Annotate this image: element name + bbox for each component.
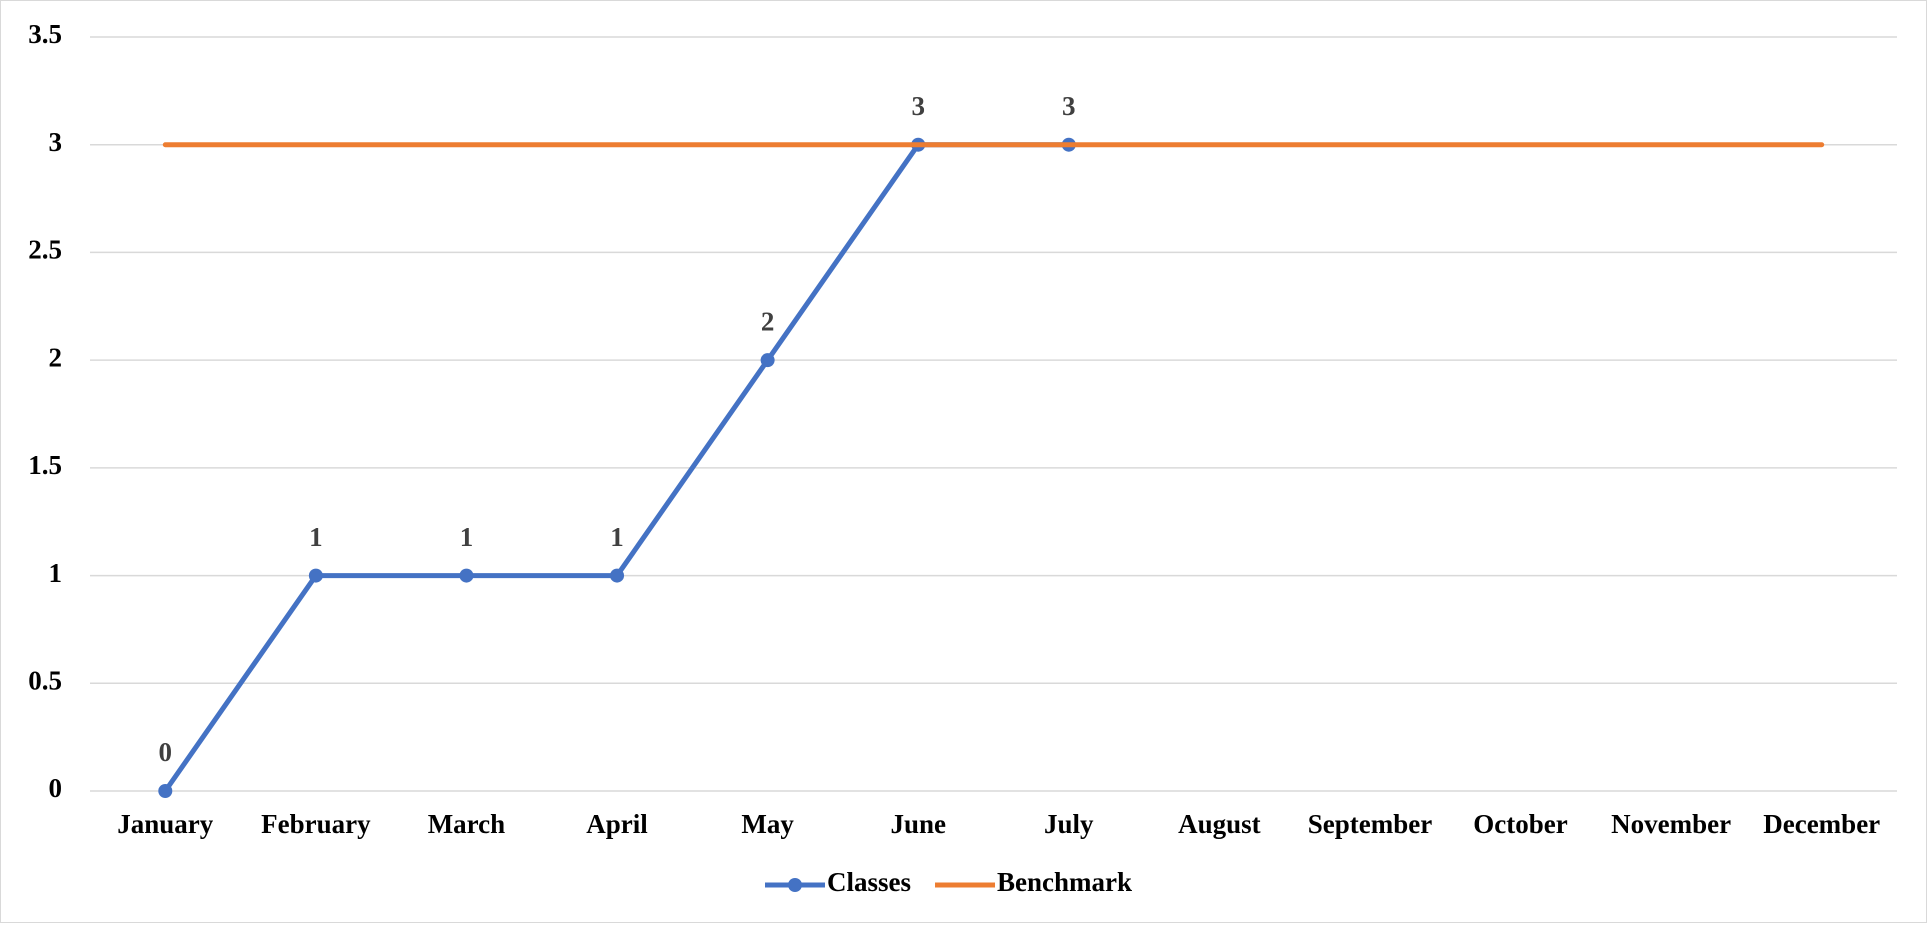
data-point: [158, 784, 173, 798]
x-tick-label: September: [1308, 809, 1432, 839]
x-tick-label: August: [1178, 809, 1261, 839]
y-tick-label: 0.5: [28, 665, 62, 695]
y-tick-label: 2.5: [28, 235, 62, 265]
x-tick-label: July: [1044, 809, 1094, 839]
x-tick-label: October: [1473, 809, 1567, 839]
x-tick-label: February: [261, 809, 371, 839]
value-label: 1: [610, 522, 624, 552]
value-label: 2: [761, 306, 775, 336]
value-label: 3: [911, 91, 925, 121]
y-tick-label: 3.5: [28, 19, 62, 49]
data-point: [760, 353, 775, 368]
y-tick-label: 1.5: [28, 450, 62, 480]
y-tick-label: 0: [49, 773, 63, 803]
data-point: [308, 568, 323, 583]
y-tick-label: 3: [49, 127, 63, 157]
x-tick-label: March: [428, 809, 505, 839]
value-label: 3: [1062, 91, 1076, 121]
legend-label: Classes: [827, 867, 911, 897]
x-tick-label: June: [890, 809, 946, 839]
legend-label: Benchmark: [997, 867, 1132, 897]
value-label: 1: [309, 522, 323, 552]
data-point: [610, 568, 625, 583]
x-tick-label: December: [1763, 809, 1880, 839]
x-tick-label: April: [586, 809, 648, 839]
legend-marker: [788, 878, 802, 892]
x-tick-label: November: [1611, 809, 1731, 839]
value-label: 1: [460, 522, 474, 552]
y-tick-label: 1: [49, 558, 63, 588]
x-tick-label: May: [741, 809, 794, 839]
x-tick-label: January: [117, 809, 214, 839]
y-tick-label: 2: [49, 342, 63, 372]
data-point: [459, 568, 474, 583]
value-label: 0: [159, 737, 173, 767]
